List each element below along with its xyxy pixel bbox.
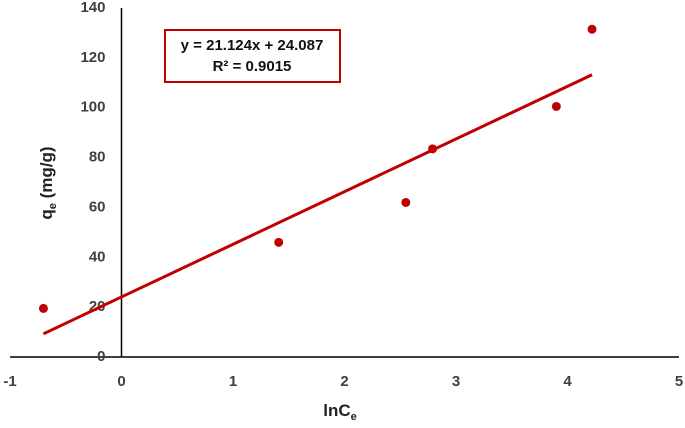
x-title-main: lnC (323, 401, 350, 420)
y-title-main: q (37, 209, 56, 219)
y-axis-title: qe (mg/g) (37, 146, 58, 219)
equation: y = 21.124x + 24.087 (181, 37, 324, 54)
y-title-rest: (mg/g) (37, 146, 56, 203)
x-title-sub: e (351, 411, 357, 423)
point (401, 197, 411, 207)
y-tick-label: 100 (80, 99, 105, 116)
x-tick-label: 1 (229, 373, 237, 390)
r-squared: R² = 0.9015 (213, 58, 292, 75)
y-tick-label: 140 (80, 0, 105, 16)
point (551, 101, 561, 111)
x-tick-label: -1 (3, 373, 16, 390)
x-tick-label: 5 (675, 373, 683, 390)
point (587, 24, 597, 34)
y-tick-label: 0 (97, 348, 105, 365)
y-tick-label: 120 (80, 49, 105, 66)
point (428, 144, 438, 154)
point (274, 237, 284, 247)
point (38, 303, 48, 313)
x-tick-label: 0 (117, 373, 125, 390)
y-tick-label: 80 (89, 149, 106, 166)
y-title-sub: e (47, 203, 59, 209)
x-tick-label: 2 (340, 373, 348, 390)
x-axis-title: lnCe (323, 401, 357, 422)
y-tick-label: 40 (89, 248, 106, 265)
trendline (42, 73, 593, 336)
y-tick-label: 60 (89, 198, 106, 215)
x-tick-label: 3 (452, 373, 460, 390)
equation-box (164, 29, 341, 83)
x-tick-label: 4 (563, 373, 572, 390)
